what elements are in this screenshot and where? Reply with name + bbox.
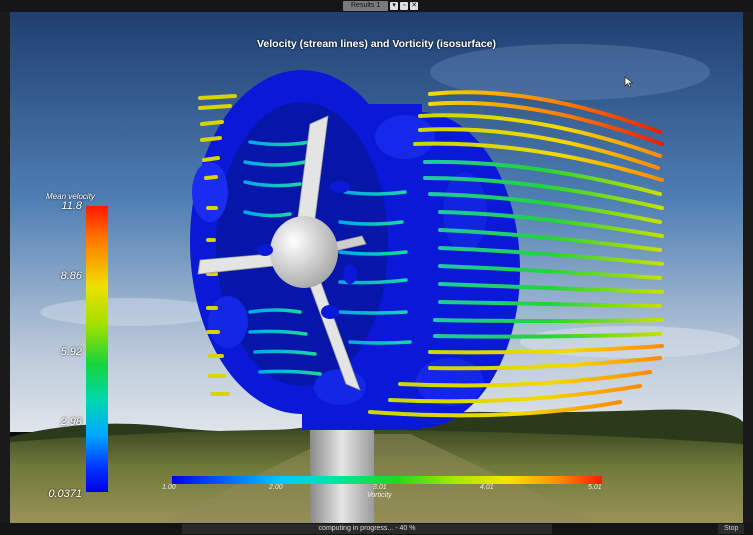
right-panel-edge — [743, 12, 753, 523]
vorticity-color-bar — [172, 476, 602, 484]
results-tab-label[interactable]: Results 1 — [343, 1, 389, 11]
vorticity-tick: 3.01 — [373, 484, 387, 491]
vorticity-tick: 5.01 — [588, 484, 602, 491]
velocity-tick-max: 11.8 — [61, 200, 82, 212]
velocity-tick: 5.92 — [60, 346, 82, 358]
left-panel-edge — [0, 12, 10, 523]
turbine-hub — [270, 216, 338, 288]
vorticity-tick: 4.01 — [480, 484, 494, 491]
velocity-color-bar — [86, 206, 108, 492]
close-icon[interactable]: ✕ — [410, 2, 419, 10]
viewport-title: Velocity (stream lines) and Vorticity (i… — [256, 38, 497, 50]
3d-viewport[interactable]: Velocity (stream lines) and Vorticity (i… — [10, 12, 743, 523]
velocity-tick: 2.98 — [60, 416, 82, 428]
vorticity-tick: 1.00 — [162, 484, 176, 491]
status-bar: computing in progress... - 40 % Stop — [0, 523, 753, 535]
top-bar: Results 1 ▾ ▫ ✕ — [0, 0, 753, 12]
results-tab[interactable]: Results 1 ▾ ▫ ✕ — [343, 1, 419, 11]
vorticity-legend-label: Vorticity — [367, 492, 392, 499]
velocity-tick-min: 0.0371 — [48, 488, 82, 500]
simulation-render[interactable] — [10, 12, 743, 523]
float-window-icon[interactable]: ▫ — [400, 2, 409, 10]
velocity-legend-title: Mean velocity — [46, 192, 95, 201]
wake-streamlines — [368, 90, 664, 418]
velocity-tick: 8.86 — [60, 270, 82, 282]
rotor-streamlines — [243, 140, 412, 376]
stop-button[interactable]: Stop — [718, 524, 745, 534]
dropdown-arrow-icon[interactable]: ▾ — [390, 2, 399, 10]
mouse-pointer-icon — [624, 76, 634, 88]
progress-status: computing in progress... - 40 % — [182, 524, 552, 534]
vorticity-tick: 2.00 — [269, 484, 283, 491]
inflow-streamlines — [198, 94, 237, 396]
vorticity-fragments — [257, 181, 357, 319]
